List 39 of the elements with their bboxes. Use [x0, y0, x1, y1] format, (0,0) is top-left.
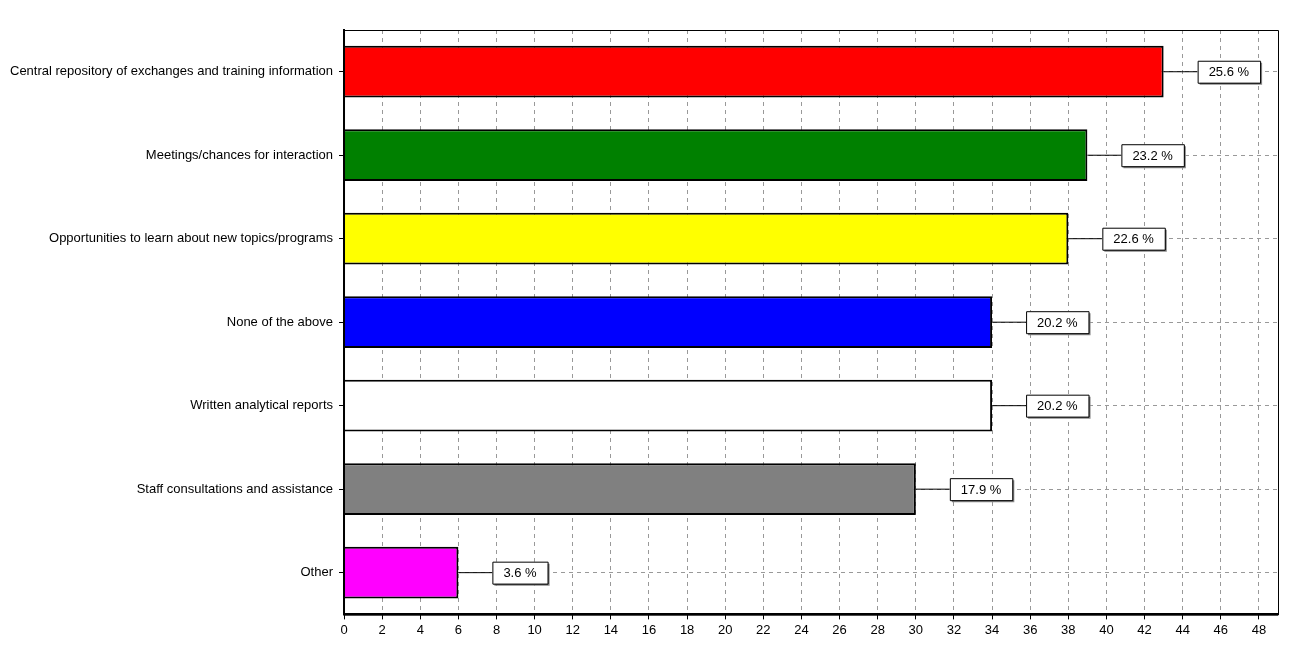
x-tick-label: 32	[946, 621, 962, 637]
x-tick-label: 48	[1251, 621, 1267, 637]
x-tick-label: 2	[378, 621, 386, 637]
y-tick-label: Written analytical reports	[190, 397, 334, 413]
annotation: 17.9 %	[960, 481, 1002, 497]
annotation: 20.2 %	[1037, 398, 1078, 414]
x-tick-label: 30	[908, 621, 924, 637]
annotation: 20.2 %	[1037, 314, 1078, 330]
x-tick-label: 36	[1022, 621, 1038, 637]
x-tick-label: 12	[565, 621, 580, 637]
annotation: 23.2 %	[1132, 147, 1174, 163]
x-tick-label: 10	[527, 621, 542, 637]
y-tick-label: Opportunities to learn about new topics/programs	[49, 230, 334, 246]
y-tick-label: Staff consultations and assistance	[136, 480, 334, 496]
x-tick-label: 24	[794, 621, 809, 637]
y-tick-label: Central repository of exchanges and training information	[10, 63, 334, 79]
x-tick-label: 20	[718, 621, 733, 637]
x-tick-label: 18	[679, 621, 695, 637]
x-tick-label: 6	[454, 621, 462, 637]
x-tick-label: 42	[1137, 621, 1152, 637]
x-tick-label: 40	[1099, 621, 1114, 637]
x-tick-label: 38	[1061, 621, 1076, 637]
x-tick-label: 8	[492, 621, 501, 637]
y-tick-label: Meetings/chances for interaction	[145, 146, 334, 162]
annotation: 22.6 %	[1113, 231, 1155, 247]
x-tick-label: 44	[1175, 621, 1190, 637]
x-tick-label: 26	[832, 621, 847, 637]
annotation: 3.6 %	[503, 565, 538, 581]
y-tick-label: None of the above	[226, 313, 334, 329]
x-tick-label: 14	[603, 621, 619, 637]
x-tick-label: 4	[416, 621, 424, 637]
x-tick-label: 46	[1213, 621, 1229, 637]
x-tick-label: 0	[340, 621, 348, 637]
x-tick-label: 34	[984, 621, 1000, 637]
y-tick-label: Other	[300, 564, 334, 580]
x-tick-label: 16	[641, 621, 657, 637]
annotation: 25.6 %	[1208, 64, 1250, 80]
x-tick-label: 28	[870, 621, 885, 637]
x-tick-label: 22	[756, 621, 771, 637]
